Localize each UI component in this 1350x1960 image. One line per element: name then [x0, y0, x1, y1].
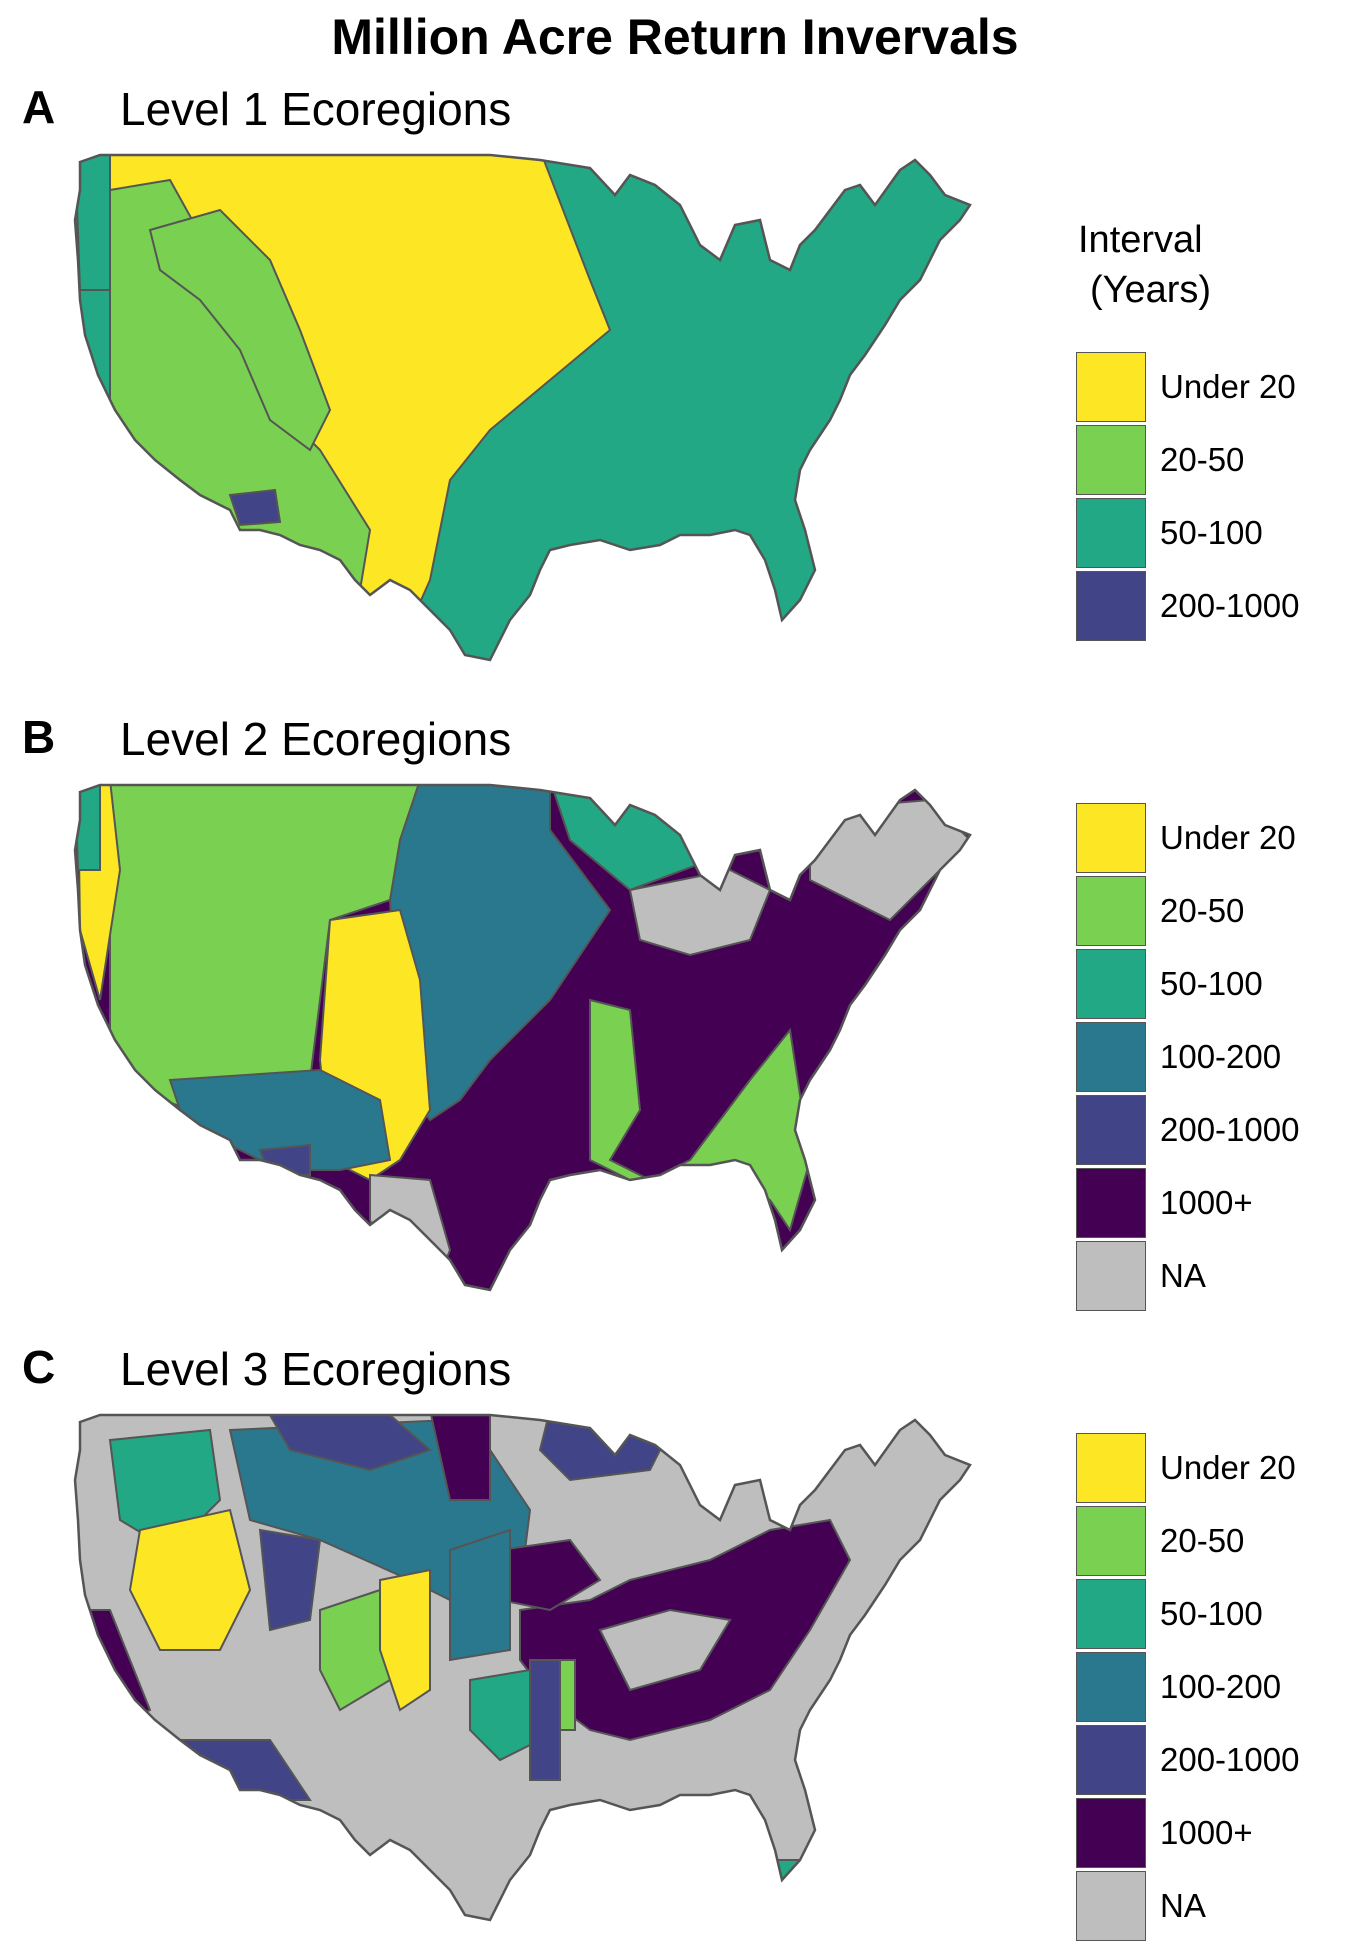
panel-letter: B [22, 711, 56, 763]
legend-label: 100-200 [1160, 1668, 1282, 1705]
legend-label: 50-100 [1160, 965, 1263, 1002]
panel-subtitle: Level 3 Ecoregions [120, 1343, 512, 1395]
legend-swatch [1076, 1871, 1146, 1941]
legend-swatch [1076, 1095, 1146, 1165]
region-central-mountains-200-1000 [258, 1528, 322, 1632]
legend-swatch [1076, 1433, 1146, 1503]
legend-swatch [1076, 352, 1146, 422]
legend-swatch [1076, 571, 1146, 641]
panel-a: A Level 1 Ecoregions [0, 80, 1350, 700]
legend-title: Interval (Years) [1078, 219, 1212, 311]
panel-subtitle: Level 2 Ecoregions [120, 713, 512, 765]
legend-swatch [1076, 876, 1146, 946]
region-piedmont-na [598, 1608, 732, 1692]
legend-label: 20-50 [1160, 441, 1245, 478]
legend-swatch [1076, 498, 1146, 568]
legend-label: 20-50 [1160, 892, 1245, 929]
region-mississippi-200-1000 [529, 1659, 561, 1781]
legend-label: NA [1160, 1257, 1206, 1294]
legend-label: 1000+ [1160, 1814, 1253, 1851]
legend-label: 50-100 [1160, 1595, 1263, 1632]
ecoregion-map-level-3 [70, 1410, 1030, 1930]
legend-swatch [1076, 425, 1146, 495]
region-marine-west-coast [75, 155, 111, 291]
legend-label: 200-1000 [1160, 1741, 1300, 1778]
legend-swatch [1076, 1506, 1146, 1576]
region-central-plains-100-200 [449, 1528, 511, 1662]
legend-label: 1000+ [1160, 1184, 1253, 1221]
panel-subtitle: Level 1 Ecoregions [120, 83, 512, 135]
legend-swatch [1076, 1168, 1146, 1238]
region-great-lakes-na [628, 868, 772, 957]
legend-label: 100-200 [1160, 1038, 1282, 1075]
region-nw-plains-200-1000 [268, 1415, 432, 1472]
region-northeast-na [809, 798, 970, 922]
region-rockies-20-50 [319, 1588, 392, 1712]
region-high-plains-under20 [379, 1568, 431, 1712]
panel-letter: A [22, 81, 56, 133]
region-delta-20-50 [559, 1659, 576, 1731]
legend-swatch [1076, 1022, 1146, 1092]
panel-c: C Level 3 Ecoregions [0, 1340, 1350, 1960]
ecoregion-map-level-1 [70, 150, 1030, 670]
panel-b: B Level 2 Ecoregions [0, 710, 1350, 1330]
region-great-basin-under20 [128, 1508, 252, 1651]
legend-swatch [1076, 1579, 1146, 1649]
legend-label: 50-100 [1160, 514, 1263, 551]
legend-label: Under 20 [1160, 368, 1296, 405]
region-red-river-1000plus [428, 1415, 491, 1501]
legend-swatch [1076, 1652, 1146, 1722]
legend-swatch [1076, 1241, 1146, 1311]
legend-label: 20-50 [1160, 1522, 1245, 1559]
region-sonoran-desert [258, 1143, 311, 1176]
ecoregion-map-level-2 [70, 780, 1030, 1300]
legend-swatch [1076, 1725, 1146, 1795]
legend-label: 200-1000 [1160, 587, 1300, 624]
region-ozarks-50-100 [469, 1668, 542, 1762]
legend-swatch [1076, 1798, 1146, 1868]
legend-swatch [1076, 803, 1146, 873]
region-western-mountains [148, 208, 332, 452]
region-southern-semiarid [228, 488, 282, 527]
panel-letter: C [22, 1341, 56, 1393]
legend-label: Under 20 [1160, 819, 1296, 856]
legend-label: NA [1160, 1887, 1206, 1924]
legend-label: 200-1000 [1160, 1111, 1300, 1148]
figure-title: Million Acre Return Invervals [331, 9, 1019, 65]
legend-label: Under 20 [1160, 1449, 1296, 1486]
legend-swatch [1076, 949, 1146, 1019]
